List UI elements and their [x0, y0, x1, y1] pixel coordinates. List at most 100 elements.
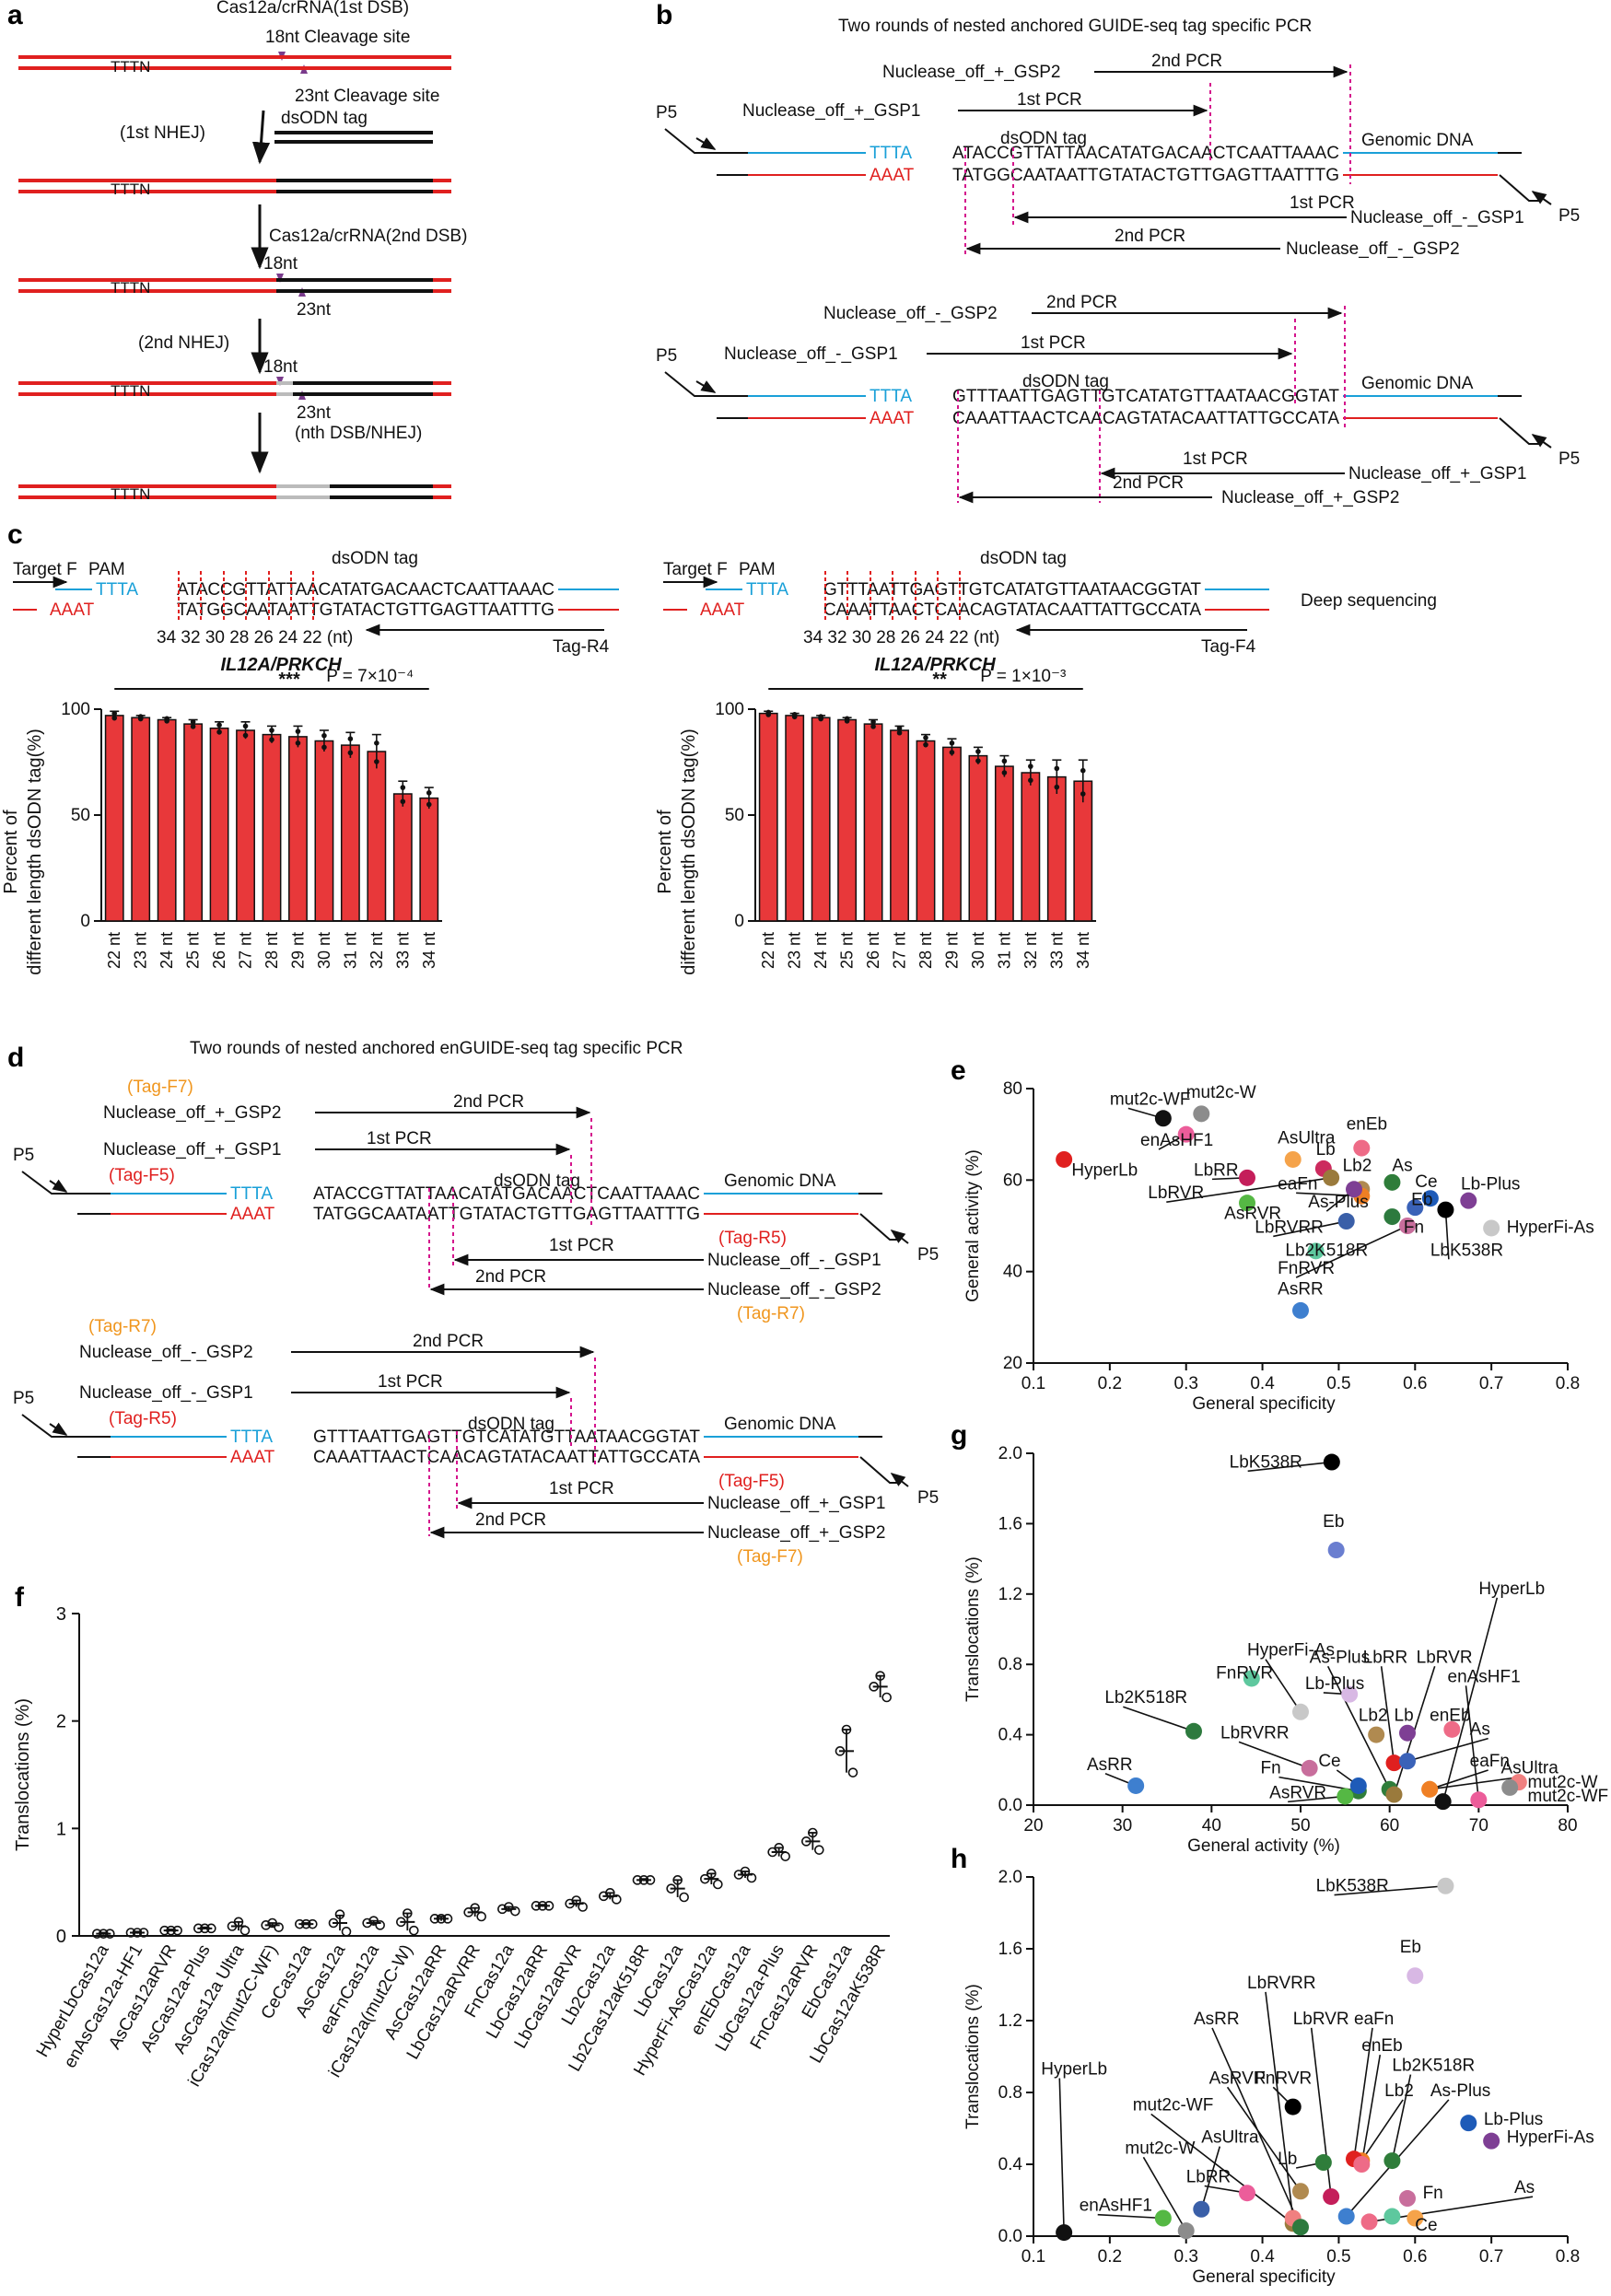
data-point — [295, 740, 301, 746]
bar-32nt — [367, 751, 387, 922]
data-point — [923, 735, 928, 740]
replicate-point — [362, 1917, 372, 1929]
label-mut2c-WF: mut2c-WF — [1110, 1090, 1191, 1109]
bar-30nt — [968, 754, 988, 922]
point-enAsHF1 — [1177, 1125, 1195, 1143]
point-HyperFi-As — [1483, 2132, 1500, 2150]
x-tick-label: 0.7 — [1479, 2247, 1503, 2267]
nth-dsb-label: (nth DSB/NHEJ) — [295, 424, 422, 443]
leader-line — [1353, 2027, 1373, 2160]
data-point — [374, 759, 379, 764]
c-right-pam: PAM — [739, 560, 776, 579]
label-Lb-Plus: Lb-Plus — [1305, 1674, 1364, 1694]
x-tick-label: 33 nt — [1047, 932, 1066, 969]
replicate-point — [92, 1929, 102, 1939]
replicate-point — [295, 1918, 305, 1929]
d-top-p5r: P5 — [917, 1245, 939, 1265]
point-Lb2K518R — [1307, 1242, 1325, 1260]
d-top-tf5: (Tag-F5) — [109, 1166, 175, 1185]
chart-e: 0.1 0.2 0.3 0.4 0.5 0.6 0.7 0.8 20 40 60 80 General … — [951, 1055, 1594, 1414]
d-bot-pcr2-rev: 2nd PCR — [475, 1510, 546, 1530]
x-tick-label: 29 nt — [288, 932, 307, 969]
d-top-tag: dsODN tag — [494, 1171, 580, 1191]
label-LbK538R: LbK538R — [1316, 1877, 1389, 1896]
replicate-point — [746, 1872, 757, 1883]
panel-d-top: (Tag-F7) Nuclease_off_+_GSP2 2nd PCR Nuc… — [13, 1078, 939, 1323]
point-As-Plus — [1346, 1181, 1362, 1198]
b-bot-pam-top: TTTA — [870, 387, 912, 406]
dna-row-5: TTTN — [18, 484, 451, 503]
label-Lb-Plus: Lb-Plus — [1461, 1174, 1520, 1194]
pam-label-5: TTTN — [111, 485, 150, 503]
x-tick-label: 50 — [1290, 1816, 1310, 1836]
data-point — [426, 790, 432, 796]
point-enEb — [1353, 2156, 1371, 2173]
leader-line — [1238, 1741, 1310, 1769]
label-LbRR: LbRR — [1186, 2168, 1232, 2187]
nhej1-label: (1st NHEJ) — [120, 123, 205, 143]
leader-line — [1247, 1461, 1332, 1473]
data-point — [321, 744, 327, 751]
d-bot-p5: P5 — [13, 1389, 34, 1408]
point-Lb-Plus — [1460, 2115, 1477, 2132]
replicate-point — [706, 1869, 717, 1879]
y-axis-label-line2: different length dsODN tag(%) — [25, 728, 45, 975]
p-value: P = 1×10⁻³ — [980, 667, 1066, 686]
point-Lb2K518R — [1185, 1722, 1202, 1740]
replicate-point — [99, 1929, 109, 1939]
bar-30nt — [314, 740, 334, 922]
label-AsRR: AsRR — [1194, 2010, 1240, 2029]
label-mut2c-W: mut2c-W — [1528, 1773, 1598, 1792]
point-Lb-Plus — [1341, 1685, 1359, 1703]
d-bot-seq-bot: CAAATTAACTCAACAGTATACAATTATTGCCATA — [313, 1448, 700, 1467]
panel-c-right-schematic: Target F PAM dsODN tag TTTA GTTTAATTGAGT… — [663, 549, 1437, 657]
replicate-point — [436, 1914, 447, 1924]
x-tick-label: 24 nt — [158, 932, 176, 969]
d-top-tr7: (Tag-R7) — [737, 1304, 805, 1323]
d-top-gsp1: Nuclease_off_+_GSP1 — [103, 1140, 281, 1160]
b-top-pcr2: 2nd PCR — [1151, 52, 1222, 71]
bar-32nt — [1021, 772, 1041, 922]
replicate-point — [308, 1918, 318, 1929]
label-eaFn: eaFn — [1354, 2010, 1394, 2029]
p-value: P = 7×10⁻⁴ — [326, 667, 414, 686]
nt18-label-r4: 18nt — [263, 357, 298, 377]
panel-d-bottom: (Tag-R7) Nuclease_off_-_GSP2 2nd PCR Nuc… — [13, 1317, 939, 1567]
bar-22nt — [758, 712, 778, 922]
b-top-pam-top: TTTA — [870, 144, 912, 163]
x-tick-label: 0.3 — [1174, 1374, 1198, 1393]
data-point — [400, 798, 406, 805]
d-top-pcr1-rev: 1st PCR — [549, 1236, 614, 1255]
label-AsUltra: AsUltra — [1278, 1129, 1336, 1148]
x-tick-label: 0.3 — [1174, 2247, 1198, 2267]
data-point — [1054, 765, 1060, 772]
point-Eb — [1407, 1967, 1424, 1985]
point-LbRVR — [1323, 1169, 1340, 1186]
cas12a-1st-dsb-label: Cas12a/crRNA(1st DSB) — [216, 0, 409, 17]
label-AsRR: AsRR — [1278, 1280, 1324, 1300]
panel-b-label: b — [656, 0, 672, 30]
point-Lb — [1399, 1724, 1416, 1742]
b-top-p5r: P5 — [1558, 206, 1580, 226]
replicate-point — [239, 1925, 251, 1936]
x-tick-label: 32 nt — [368, 932, 386, 969]
label-eaFn: eaFn — [1278, 1174, 1317, 1194]
d-top-p5: P5 — [13, 1146, 34, 1165]
point-Eb — [1407, 1199, 1424, 1217]
x-tick-label: 0.6 — [1403, 2247, 1427, 2267]
y-tick-label: 2.0 — [998, 1444, 1022, 1463]
replicate-point — [571, 1895, 581, 1906]
y-axis-label-line1: Percent of — [655, 810, 675, 894]
label-LbRVRR: LbRVRR — [1255, 1218, 1324, 1237]
point-AsRVR — [1292, 2183, 1309, 2200]
b-top-genomic: Genomic DNA — [1361, 131, 1474, 150]
x-tick-label: 31 nt — [995, 932, 1013, 969]
replicate-point — [396, 1917, 406, 1928]
y-tick-label: 0.4 — [998, 2155, 1023, 2174]
x-tick-label: 0.8 — [1556, 2247, 1580, 2267]
replicate-point — [274, 1922, 284, 1932]
leader-line — [1097, 2213, 1163, 2220]
point-enAsHF1 — [1470, 1791, 1488, 1809]
replicate-point — [578, 1902, 588, 1912]
